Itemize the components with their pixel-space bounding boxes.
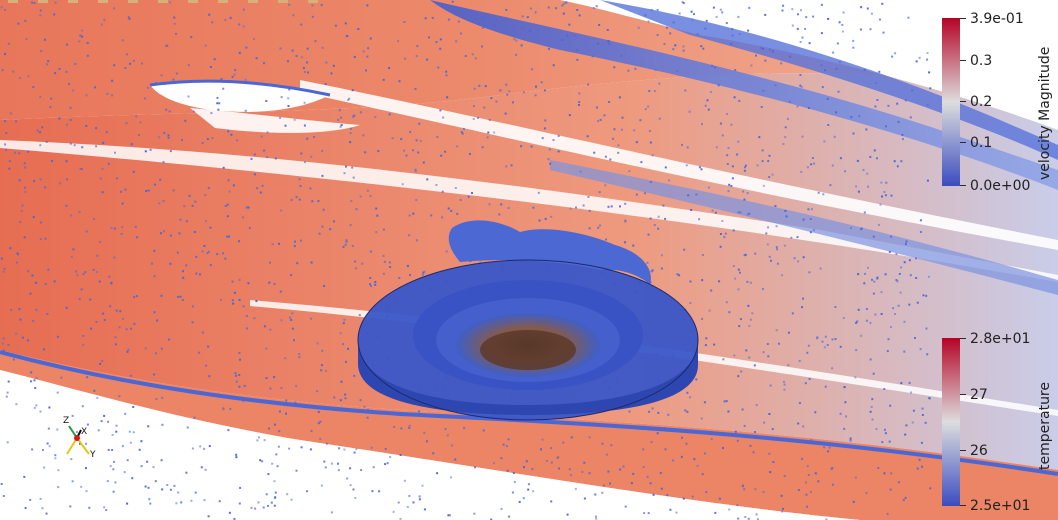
white-stream-3	[250, 300, 1058, 416]
axis-label-x: X	[81, 427, 88, 437]
blue-stream-1	[430, 0, 1058, 190]
white-gap-bottom-left	[0, 370, 860, 520]
streamline-edge-bottom	[0, 350, 1058, 476]
temperature-tick-26: 26	[970, 443, 988, 459]
velocity-tick-max: 3.9e-01	[970, 11, 1024, 27]
blue-stream-2	[600, 0, 1058, 160]
velocity-tick-0-3: 0.3	[970, 53, 993, 69]
streamline-sheet-bottom	[0, 350, 1058, 520]
streamline-tear	[150, 81, 330, 112]
velocity-colorbar: 3.9e-01 0.3 0.2 0.1 0.0e+00 velocity Mag…	[930, 11, 1058, 194]
velocity-colorbar-gradient	[942, 18, 960, 186]
white-stream-1	[300, 80, 1058, 250]
temperature-colorbar-gradient	[942, 338, 960, 506]
axes-gizmo-icon	[66, 425, 90, 455]
velocity-tick-min: 0.0e+00	[970, 178, 1031, 194]
blue-stream-3	[550, 160, 1058, 295]
velocity-tick-0-1: 0.1	[970, 135, 993, 151]
isosurface-bowl	[357, 220, 699, 421]
velocity-colorbar-title: velocity Magnitude	[1037, 46, 1053, 180]
temperature-tick-max: 2.8e+01	[970, 331, 1031, 347]
velocity-tick-0-2: 0.2	[970, 94, 993, 110]
orientation-axes: Z X Y	[55, 416, 105, 468]
axis-label-z: Z	[63, 416, 70, 426]
streamline-tear-2	[190, 108, 360, 133]
temperature-tick-min: 2.5e+01	[970, 498, 1031, 514]
top-edge-marks	[8, 0, 318, 3]
white-gap-upper-right	[560, 0, 1058, 130]
streamline-tear-edge	[149, 79, 331, 97]
temperature-tick-27: 27	[970, 387, 988, 403]
white-stream-2	[0, 140, 1058, 282]
temperature-colorbar: 2.8e+01 27 26 2.5e+01 temperature	[930, 331, 1058, 514]
temperature-colorbar-title: temperature	[1037, 382, 1053, 470]
axis-label-y: Y	[90, 450, 96, 460]
